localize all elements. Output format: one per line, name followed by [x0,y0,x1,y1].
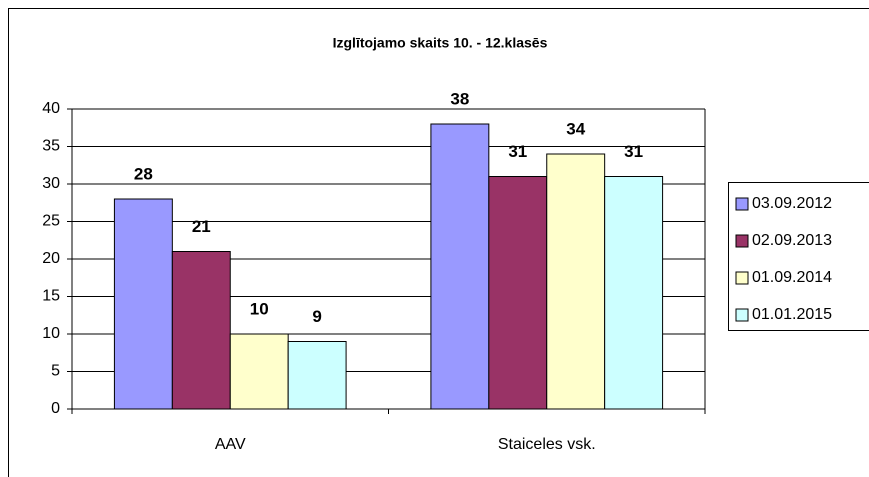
y-tick-label: 20 [42,250,60,267]
y-tick-label: 40 [42,100,60,117]
legend-swatch [735,197,749,211]
data-label: 31 [624,142,643,161]
legend-swatch [735,308,749,322]
bar [287,341,347,410]
data-label: 34 [566,119,585,138]
bar [171,251,231,410]
y-tick-label: 0 [51,400,60,417]
bar [113,198,173,410]
bar [604,176,664,410]
legend-label: 03.09.2012 [752,195,832,212]
y-tick-label: 5 [51,363,60,380]
legend-label: 02.09.2013 [752,232,832,249]
data-label: 9 [312,307,321,326]
y-tick-label: 30 [42,175,60,192]
data-label: 21 [192,217,211,236]
bar [546,153,606,410]
legend-label: 01.09.2014 [752,269,832,286]
x-tick-label: AAV [215,436,246,453]
data-label: 10 [250,299,269,318]
y-tick-label: 35 [42,138,60,155]
y-tick-label: 25 [42,213,60,230]
legend-box [728,182,869,331]
x-tick-label: Staiceles vsk. [498,436,596,453]
data-label: 28 [134,164,153,183]
y-tick-label: 15 [42,288,60,305]
bar [229,333,289,410]
legend-label: 01.01.2015 [752,306,832,323]
bar [488,176,548,410]
legend-swatch [735,271,749,285]
data-label: 31 [508,142,527,161]
y-tick-label: 10 [42,325,60,342]
data-label: 38 [450,89,469,108]
legend-swatch [735,234,749,248]
bar [430,123,490,410]
chart-title: Izglītojamo skaits 10. - 12.klasēs [333,35,548,51]
